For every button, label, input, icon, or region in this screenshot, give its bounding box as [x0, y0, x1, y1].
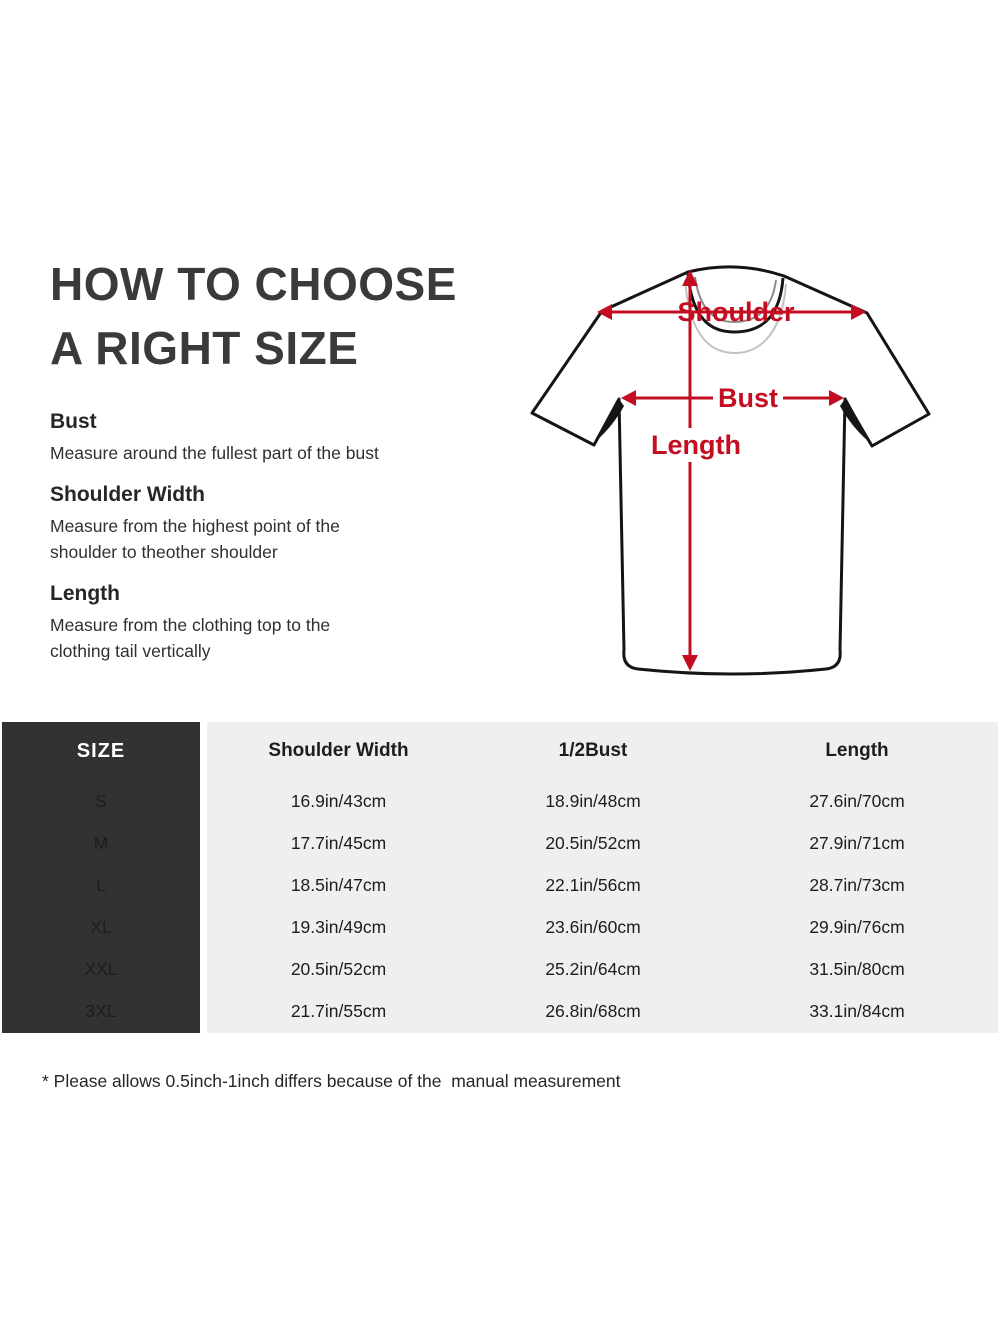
table-header-row: SIZE Shoulder Width 1/2Bust Length [2, 722, 998, 780]
section-heading: Length [50, 582, 120, 605]
shoulder-value: 20.5in/52cm [290, 959, 387, 980]
shoulder-value: 16.9in/43cm [290, 790, 387, 811]
column-header-half-bust: 1/2Bust [558, 740, 628, 761]
page-title: HOW TO CHOOSE A RIGHT SIZE [50, 252, 457, 380]
column-divider [200, 722, 207, 780]
section-text: Measure from the highest point of the [50, 516, 340, 536]
size-column-background [2, 722, 200, 1033]
half-bust-value: 18.9in/48cm [545, 790, 641, 811]
length-value: 28.7in/73cm [809, 874, 905, 895]
length-value: 31.5in/80cm [809, 959, 905, 980]
length-value: 33.1in/84cm [809, 1001, 905, 1022]
right-armpit-shading [840, 399, 868, 441]
size-label: XXL [84, 959, 118, 980]
table-row: 3XL 21.7in/55cm 26.8in/68cm 33.1in/84cm [2, 991, 998, 1033]
length-arrowhead-bottom [682, 655, 698, 671]
size-label: S [95, 790, 107, 811]
section-text: Measure around the fullest part of the b… [50, 443, 379, 463]
column-header-length: Length [825, 740, 889, 761]
section-text: shoulder to theother shoulder [50, 542, 278, 562]
section-heading: Shoulder Width [50, 483, 205, 506]
table-row: L 18.5in/47cm 22.1in/56cm 28.7in/73cm [2, 864, 998, 906]
shoulder-arrowhead-left [597, 304, 612, 320]
length-value: 27.9in/71cm [809, 832, 905, 853]
guide-section-length: Length Measure from the clothing top to … [50, 582, 520, 664]
column-divider [200, 864, 207, 906]
length-arrowhead-top [682, 270, 698, 286]
section-text: Measure from the clothing top to the [50, 615, 331, 635]
half-bust-value: 25.2in/64cm [545, 959, 641, 980]
shoulder-value: 18.5in/47cm [290, 874, 387, 895]
half-bust-value: 22.1in/56cm [545, 874, 641, 895]
shoulder-arrow-label: Shoulder [677, 297, 794, 327]
measurement-guide: Bust Measure around the fullest part of … [50, 410, 520, 664]
collar-ribbing-line [694, 276, 777, 324]
table-row: M 17.7in/45cm 20.5in/52cm 27.9in/71cm [2, 822, 998, 864]
shoulder-value: 21.7in/55cm [290, 1001, 387, 1022]
column-divider [200, 907, 207, 949]
column-divider [200, 822, 207, 864]
table-background [207, 722, 998, 1033]
left-armpit-shading [596, 399, 624, 441]
size-table: SIZE Shoulder Width 1/2Bust Length S 16.… [2, 722, 998, 1033]
column-divider [200, 780, 207, 822]
tshirt-outline [530, 265, 931, 676]
size-label: 3XL [85, 1001, 117, 1022]
half-bust-value: 26.8in/68cm [545, 1001, 641, 1022]
length-arrow-label: Length [651, 430, 741, 460]
column-header-size: SIZE [76, 739, 126, 762]
table-row: XL 19.3in/49cm 23.6in/60cm 29.9in/76cm [2, 907, 998, 949]
measurement-disclaimer: * Please allows 0.5inch-1inch differs be… [42, 1071, 621, 1091]
tshirt-measurement-diagram: Shoulder Bust Length [530, 265, 931, 676]
shoulder-arrowhead-right [851, 304, 866, 320]
bust-arrow-label: Bust [718, 383, 778, 413]
guide-section-bust: Bust Measure around the fullest part of … [50, 410, 520, 466]
half-bust-value: 23.6in/60cm [545, 917, 641, 938]
section-text: clothing tail vertically [50, 641, 211, 661]
shoulder-value: 19.3in/49cm [290, 917, 387, 938]
title-line-1: HOW TO CHOOSE [50, 258, 457, 310]
title-line-2: A RIGHT SIZE [50, 322, 359, 374]
column-divider [200, 949, 207, 991]
bust-arrowhead-right [829, 390, 844, 406]
half-bust-value: 20.5in/52cm [545, 832, 641, 853]
section-heading: Bust [50, 410, 97, 433]
size-label: L [96, 874, 106, 895]
column-header-shoulder-width: Shoulder Width [268, 740, 409, 761]
bust-arrowhead-left [621, 390, 636, 406]
table-row: S 16.9in/43cm 18.9in/48cm 27.6in/70cm [2, 780, 998, 822]
length-value: 27.6in/70cm [809, 790, 905, 811]
column-divider [200, 991, 207, 1033]
table-row: XXL 20.5in/52cm 25.2in/64cm 31.5in/80cm [2, 949, 998, 991]
size-label: XL [90, 917, 112, 938]
collar-opening [686, 273, 785, 334]
shoulder-value: 17.7in/45cm [290, 832, 387, 853]
guide-section-shoulder-width: Shoulder Width Measure from the highest … [50, 483, 520, 565]
size-label: M [93, 832, 109, 853]
length-value: 29.9in/76cm [809, 917, 905, 938]
collar-shadow-arc [684, 279, 787, 355]
